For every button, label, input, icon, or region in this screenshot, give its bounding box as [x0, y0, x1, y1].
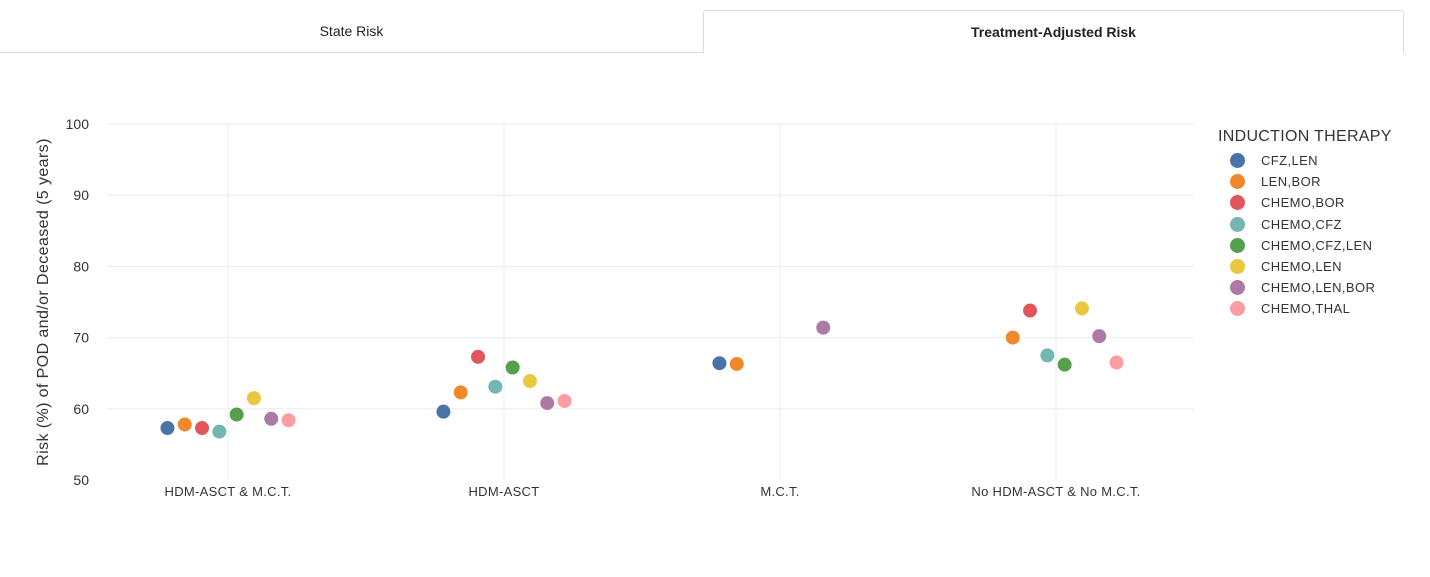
- legend-label: CHEMO,BOR: [1261, 195, 1345, 211]
- data-point[interactable]: [1004, 329, 1021, 346]
- data-point[interactable]: [815, 319, 832, 336]
- legend-item[interactable]: CHEMO,THAL: [1218, 298, 1392, 319]
- legend-item[interactable]: CFZ,LEN: [1218, 150, 1392, 171]
- data-point[interactable]: [470, 348, 487, 365]
- legend-item[interactable]: LEN,BOR: [1218, 171, 1392, 192]
- legend-swatch: [1230, 301, 1245, 317]
- legend-item[interactable]: CHEMO,LEN: [1218, 256, 1392, 277]
- data-point[interactable]: [1039, 347, 1056, 364]
- data-point[interactable]: [1073, 300, 1090, 317]
- data-point[interactable]: [1108, 354, 1125, 371]
- data-point[interactable]: [211, 423, 228, 440]
- data-points: [159, 300, 1125, 440]
- legend: INDUCTION THERAPY CFZ,LEN LEN,BOR CHEMO,BO…: [1218, 128, 1392, 320]
- data-point[interactable]: [159, 420, 176, 437]
- data-point[interactable]: [194, 420, 211, 437]
- data-point[interactable]: [452, 384, 469, 401]
- y-tick-label: 50: [73, 472, 89, 488]
- data-point[interactable]: [504, 359, 521, 376]
- x-tick-label: No HDM-ASCT & No M.C.T.: [971, 484, 1140, 499]
- y-tick-label: 70: [73, 330, 89, 346]
- y-axis-title: Risk (%) of POD and/or Deceased (5 years…: [35, 138, 52, 466]
- axes: 50 60 70 80 90 100 HDM-ASCT & M.C.T. HDM-ASCT M.…: [35, 116, 1140, 499]
- legend-label: CHEMO,LEN: [1261, 258, 1342, 274]
- data-point[interactable]: [1091, 328, 1108, 345]
- data-point[interactable]: [728, 355, 745, 372]
- data-point[interactable]: [1056, 356, 1073, 373]
- legend-label: CHEMO,THAL: [1261, 301, 1351, 317]
- data-point[interactable]: [176, 416, 193, 433]
- x-tick-label: M.C.T.: [760, 484, 799, 499]
- legend-label: LEN,BOR: [1261, 174, 1321, 190]
- legend-item[interactable]: CHEMO,CFZ,LEN: [1218, 235, 1392, 256]
- legend-label: CHEMO,LEN,BOR: [1261, 280, 1376, 296]
- x-tick-label: HDM-ASCT: [468, 484, 539, 499]
- legend-swatch: [1230, 153, 1245, 168]
- legend-title: INDUCTION THERAPY: [1218, 128, 1392, 145]
- data-point[interactable]: [245, 390, 262, 407]
- y-tick-label: 80: [73, 258, 89, 274]
- data-point[interactable]: [435, 403, 452, 420]
- data-point[interactable]: [280, 412, 297, 429]
- legend-label: CHEMO,CFZ: [1261, 216, 1342, 232]
- data-point[interactable]: [539, 395, 556, 412]
- x-tick-label: HDM-ASCT & M.C.T.: [165, 484, 292, 499]
- data-point[interactable]: [1022, 302, 1039, 319]
- y-tick-label: 100: [66, 116, 90, 132]
- data-point[interactable]: [556, 392, 573, 409]
- legend-item[interactable]: CHEMO,CFZ: [1218, 214, 1392, 235]
- legend-items: CFZ,LEN LEN,BOR CHEMO,BOR CHEMO,CFZ CHEMO,CF…: [1218, 150, 1392, 320]
- tab-treatment-adjusted-risk[interactable]: Treatment-Adjusted Risk: [703, 10, 1404, 54]
- legend-label: CHEMO,CFZ,LEN: [1261, 237, 1373, 253]
- data-point[interactable]: [487, 378, 504, 395]
- legend-swatch: [1230, 195, 1245, 211]
- legend-swatch: [1230, 280, 1245, 296]
- legend-item[interactable]: CHEMO,BOR: [1218, 192, 1392, 213]
- legend-swatch: [1230, 174, 1245, 190]
- data-point[interactable]: [521, 373, 538, 390]
- data-point[interactable]: [711, 355, 728, 372]
- legend-swatch: [1230, 216, 1245, 232]
- y-tick-label: 60: [73, 401, 89, 417]
- data-point[interactable]: [228, 406, 245, 423]
- legend-swatch: [1230, 258, 1245, 274]
- tab-bar: State Risk Treatment-Adjusted Risk: [0, 10, 1404, 54]
- data-point[interactable]: [263, 410, 280, 427]
- legend-label: CFZ,LEN: [1261, 153, 1318, 168]
- legend-item[interactable]: CHEMO,LEN,BOR: [1218, 277, 1392, 298]
- legend-swatch: [1230, 237, 1245, 253]
- y-tick-label: 90: [73, 187, 89, 203]
- grid-lines: [107, 123, 1194, 480]
- tab-state-risk[interactable]: State Risk: [0, 10, 703, 53]
